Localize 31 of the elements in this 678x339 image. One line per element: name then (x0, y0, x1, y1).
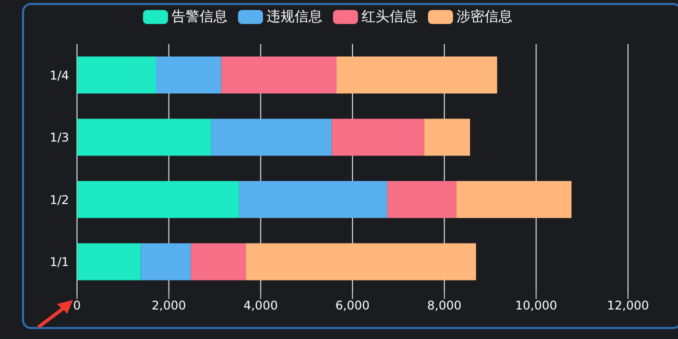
x-tick-label: 8,000 (427, 298, 462, 313)
y-tick-label: 1/4 (50, 68, 69, 82)
bar (336, 56, 498, 94)
bar (239, 180, 388, 218)
bar (77, 180, 240, 218)
bar (456, 180, 572, 218)
x-tick-label: 12,000 (607, 298, 649, 313)
bar (211, 118, 332, 156)
bar (424, 118, 470, 156)
x-tick-label: 6,000 (335, 298, 370, 313)
bar (221, 56, 336, 94)
bar (387, 180, 456, 218)
bar (156, 56, 222, 94)
y-tick-label: 1/3 (50, 130, 69, 145)
bar (190, 243, 246, 280)
y-tick-label: 1/1 (50, 255, 69, 270)
x-tick-label: 2,000 (152, 298, 186, 313)
bar (246, 243, 476, 280)
bar (77, 56, 156, 94)
legend-label: 红头信息 (360, 8, 418, 26)
legend-label: 告警信息 (170, 8, 228, 26)
legend-label: 涉密信息 (456, 8, 512, 26)
bar (77, 243, 141, 280)
y-tick-label: 1/2 (50, 192, 69, 207)
x-tick-label: 10,000 (515, 298, 558, 313)
bar (77, 118, 212, 156)
legend-label: 违规信息 (266, 8, 322, 26)
bar (332, 118, 424, 156)
x-tick-label: 0 (73, 298, 81, 313)
bar (140, 243, 191, 280)
x-tick-label: 4,000 (243, 298, 278, 313)
